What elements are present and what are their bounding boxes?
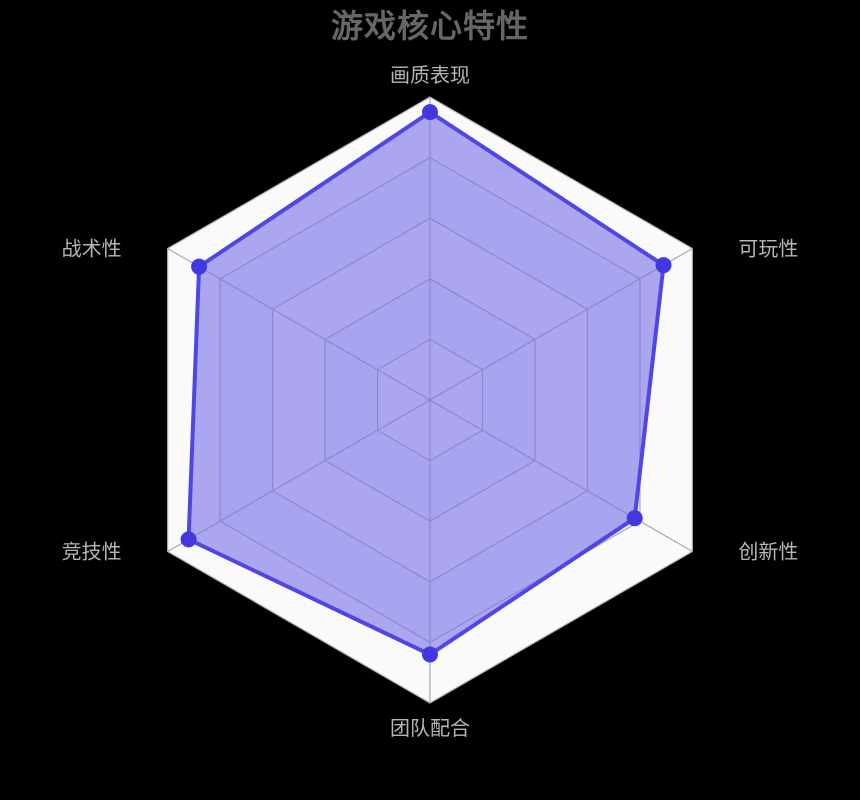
radar-series-area: [188, 112, 664, 655]
radar-axis-label-2[interactable]: 可玩性: [738, 237, 798, 261]
radar-data-point[interactable]: 创新性: 78: [626, 510, 643, 527]
radar-axis-label-4[interactable]: 团队配合: [390, 716, 470, 740]
radar-data-points[interactable]: 画质表现: 95 可玩性: 89 创新性: 78 团队配合: 84 竞技性: 92 战术性…: [180, 104, 672, 663]
radar-axis-label-1[interactable]: 画质表现: [390, 63, 470, 87]
radar-data-point[interactable]: 战术性: 88: [191, 258, 208, 275]
radar-axis-label-6[interactable]: 战术性: [62, 237, 122, 261]
radar-data-point[interactable]: 团队配合: 84: [422, 646, 438, 663]
radar-data-point[interactable]: 竞技性: 92: [180, 531, 197, 548]
radar-data-point[interactable]: 可玩性: 89: [655, 257, 672, 274]
page-title: 游戏核心特性: [330, 7, 529, 45]
radar-axis-label-5[interactable]: 竞技性: [62, 540, 122, 564]
radar-axis-label-3[interactable]: 创新性: [738, 540, 798, 564]
radar-series-fill: [188, 112, 664, 655]
radar-data-point[interactable]: 画质表现: 95: [422, 104, 438, 121]
